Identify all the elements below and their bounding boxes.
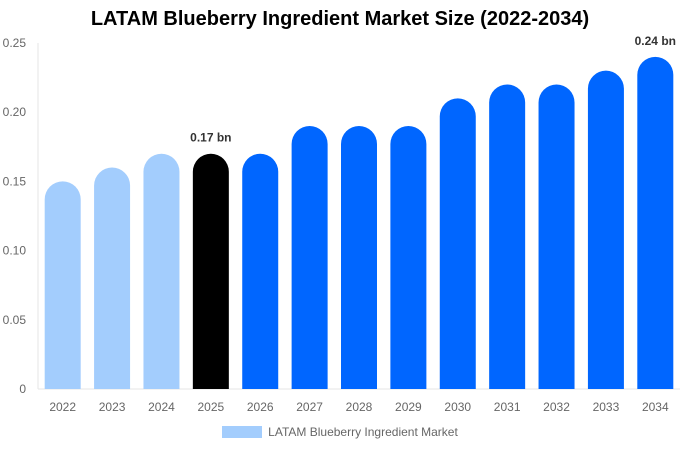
bar-2033	[587, 70, 624, 390]
bar-2024	[143, 153, 180, 389]
x-tick-label: 2029	[395, 400, 422, 414]
bar-2025	[192, 153, 229, 389]
x-tick-label: 2031	[494, 400, 521, 414]
bar-2026	[242, 153, 279, 389]
bar-2023	[94, 167, 131, 389]
bar-2027	[291, 126, 328, 390]
x-tick-label: 2025	[197, 400, 224, 414]
y-tick-label: 0.15	[3, 174, 27, 188]
data-label-2034: 0.24 bn	[635, 34, 676, 48]
y-tick-label: 0.10	[3, 244, 27, 258]
x-tick-label: 2026	[247, 400, 274, 414]
x-tick-label: 2033	[593, 400, 620, 414]
bar-2030	[439, 98, 476, 390]
bar-2034	[637, 56, 674, 390]
chart-title: LATAM Blueberry Ingredient Market Size (…	[90, 8, 590, 30]
legend-swatch	[222, 426, 263, 438]
x-tick-label: 2022	[49, 400, 76, 414]
y-tick-label: 0.25	[3, 36, 27, 50]
x-tick-label: 2030	[444, 400, 471, 414]
bar-2029	[390, 126, 427, 390]
y-tick-label: 0.05	[3, 313, 27, 327]
x-tick-label: 2024	[148, 400, 175, 414]
x-tick-label: 2032	[543, 400, 570, 414]
y-tick-label: 0.20	[3, 105, 27, 119]
bar-2032	[538, 84, 575, 390]
x-tick-label: 2027	[296, 400, 323, 414]
data-label-2025: 0.17 bn	[190, 131, 231, 145]
x-tick-label: 2023	[99, 400, 126, 414]
y-tick-label: 0	[19, 382, 26, 396]
bar-2031	[489, 84, 526, 389]
legend: LATAM Blueberry Ingredient Market	[0, 425, 680, 439]
bar-2022	[44, 181, 81, 389]
x-tick-label: 2034	[642, 400, 669, 414]
legend-label: LATAM Blueberry Ingredient Market	[268, 425, 458, 439]
x-tick-label: 2028	[346, 400, 373, 414]
bar-2028	[341, 126, 377, 390]
